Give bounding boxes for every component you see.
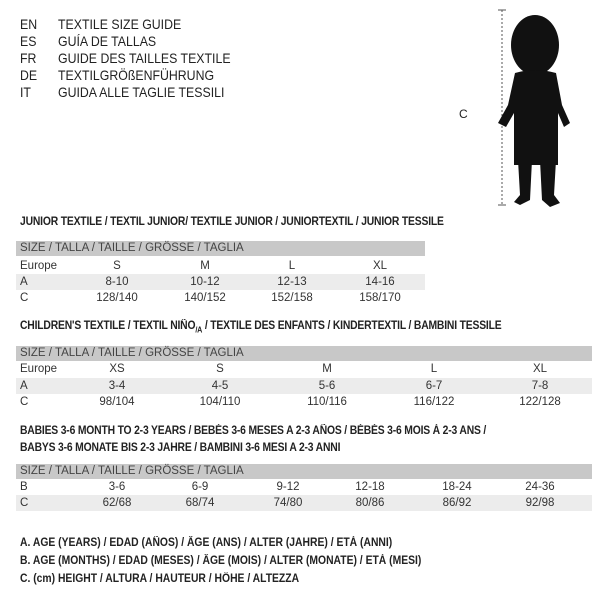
- title-fr: GUIDE DES TAILLES TEXTILE: [58, 50, 231, 66]
- junior-section-title: JUNIOR TEXTILE / TEXTIL JUNIOR/ TEXTILE …: [20, 216, 444, 228]
- title-de: TEXTILGRÖßENFÜHRUNG: [58, 67, 215, 83]
- title-part: CHILDREN'S TEXTILE / TEXTIL NIÑO: [20, 320, 196, 332]
- row-label: C: [20, 497, 29, 509]
- cell: 24-36: [525, 481, 555, 493]
- row-label: Europe: [20, 260, 58, 272]
- cell: M: [200, 260, 210, 272]
- lang-code-en: EN: [20, 16, 38, 32]
- cell: 158/170: [359, 292, 401, 304]
- lang-code-es: ES: [20, 33, 37, 49]
- row-label: B: [20, 481, 28, 493]
- cell: XL: [372, 260, 388, 272]
- cell: 86/92: [442, 497, 472, 509]
- title-subscript: /A: [195, 325, 203, 335]
- cell: 74/80: [273, 497, 303, 509]
- cell: 5-6: [318, 380, 336, 392]
- babies-row-b: B 3-6 6-9 9-12 12-18 18-24 24-36: [16, 479, 592, 495]
- cell: 18-24: [442, 481, 472, 493]
- cell: 152/158: [271, 292, 313, 304]
- row-label: Europe: [20, 363, 58, 375]
- babies-section-title-line2: BABYS 3-6 MONATE BIS 2-3 JAHRE / BAMBINI…: [20, 442, 341, 454]
- cell: XL: [532, 363, 548, 375]
- junior-row-c: C 128/140 140/152 152/158 158/170: [16, 290, 425, 306]
- lang-code-it: IT: [20, 84, 31, 100]
- cell: M: [322, 363, 332, 375]
- title-part: / TEXTILE DES ENFANTS / KINDERTEXTIL / B…: [202, 320, 502, 332]
- children-row-c: C 98/104 104/110 110/116 116/122 122/128: [16, 394, 592, 410]
- cell: 6-7: [425, 380, 443, 392]
- lang-code-de: DE: [20, 67, 38, 83]
- legend-a: A. AGE (YEARS) / EDAD (AÑOS) / ÂGE (ANS)…: [20, 537, 393, 549]
- cell: 140/152: [184, 292, 226, 304]
- title-es: GUÍA DE TALLAS: [58, 33, 157, 49]
- cell: 104/110: [199, 396, 241, 408]
- junior-row-a: A 8-10 10-12 12-13 14-16: [16, 274, 425, 290]
- cell: 8-10: [105, 276, 129, 288]
- cell: 116/122: [413, 396, 455, 408]
- cell: L: [288, 260, 296, 272]
- title-en: TEXTILE SIZE GUIDE: [58, 16, 182, 32]
- babies-size-header: SIZE / TALLA / TAILLE / GRÖSSE / TAGLIA: [16, 464, 592, 479]
- cell: 80/86: [355, 497, 385, 509]
- row-label: C: [20, 292, 29, 304]
- cell: 12-18: [355, 481, 385, 493]
- cell: 4-5: [211, 380, 229, 392]
- children-row-europe: Europe XS S M L XL: [16, 361, 592, 377]
- cell: 68/74: [185, 497, 215, 509]
- cell: 122/128: [519, 396, 561, 408]
- cell: 3-6: [108, 481, 126, 493]
- cell: S: [113, 260, 121, 272]
- cell: 10-12: [190, 276, 220, 288]
- children-section-title: CHILDREN'S TEXTILE / TEXTIL NIÑO/A / TEX…: [20, 320, 502, 335]
- legend-c: C. (cm) HEIGHT / ALTURA / HAUTEUR / HÖHE…: [20, 573, 300, 585]
- cell: 12-13: [277, 276, 307, 288]
- cell: 92/98: [525, 497, 555, 509]
- cell: 9-12: [276, 481, 300, 493]
- child-silhouette-icon: [498, 9, 570, 207]
- cell: 62/68: [102, 497, 132, 509]
- cell: XS: [109, 363, 125, 375]
- lang-code-fr: FR: [20, 50, 37, 66]
- junior-row-europe: Europe S M L XL: [16, 258, 425, 274]
- cell: L: [430, 363, 438, 375]
- babies-section-title-line1: BABIES 3-6 MONTH TO 2-3 YEARS / BEBÉS 3-…: [20, 425, 487, 437]
- children-size-header: SIZE / TALLA / TAILLE / GRÖSSE / TAGLIA: [16, 346, 592, 361]
- cell: 3-4: [108, 380, 126, 392]
- cell: S: [216, 363, 224, 375]
- babies-row-c: C 62/68 68/74 74/80 80/86 86/92 92/98: [16, 495, 592, 511]
- measure-label: C: [459, 107, 468, 121]
- cell: 98/104: [99, 396, 135, 408]
- cell: 128/140: [96, 292, 138, 304]
- cell: 110/116: [307, 396, 347, 408]
- children-row-a: A 3-4 4-5 5-6 6-7 7-8: [16, 378, 592, 394]
- row-label: A: [20, 276, 28, 288]
- row-label: C: [20, 396, 29, 408]
- legend-b: B. AGE (MONTHS) / EDAD (MESES) / ÂGE (MO…: [20, 555, 422, 567]
- cell: 7-8: [531, 380, 549, 392]
- junior-size-header: SIZE / TALLA / TAILLE / GRÖSSE / TAGLIA: [16, 241, 425, 256]
- row-label: A: [20, 380, 28, 392]
- cell: 14-16: [365, 276, 395, 288]
- cell: 6-9: [191, 481, 209, 493]
- title-it: GUIDA ALLE TAGLIE TESSILI: [58, 84, 225, 100]
